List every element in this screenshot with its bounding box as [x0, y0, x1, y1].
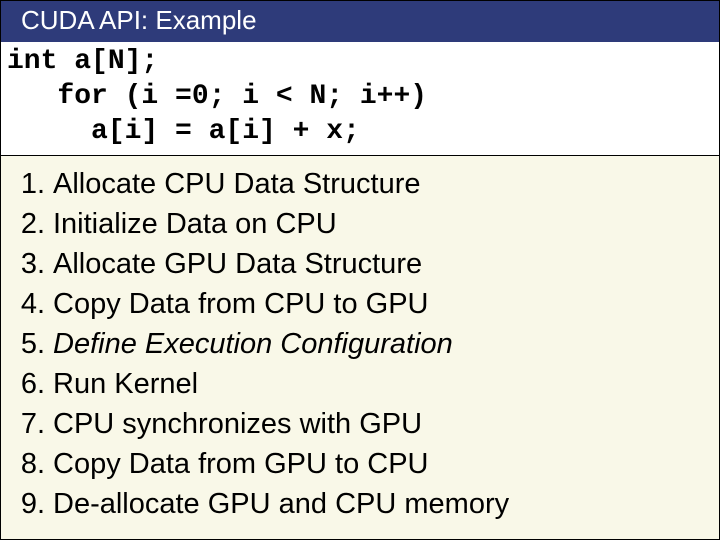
list-item: 4. Copy Data from CPU to GPU: [9, 284, 711, 324]
list-item: 6. Run Kernel: [9, 364, 711, 404]
step-number: 1.: [9, 164, 53, 204]
steps-list: 1. Allocate CPU Data Structure 2. Initia…: [1, 156, 719, 528]
slide-title: CUDA API: Example: [21, 5, 257, 35]
step-text: De-allocate GPU and CPU memory: [53, 484, 711, 524]
list-item: 9. De-allocate GPU and CPU memory: [9, 484, 711, 524]
code-line-3: a[i] = a[i] + x;: [7, 114, 713, 149]
list-item: 7. CPU synchronizes with GPU: [9, 404, 711, 444]
code-line-2: for (i =0; i < N; i++): [7, 79, 713, 114]
step-number: 7.: [9, 404, 53, 444]
step-text: CPU synchronizes with GPU: [53, 404, 711, 444]
code-line-1: int a[N];: [7, 44, 713, 79]
step-text: Allocate CPU Data Structure: [53, 164, 711, 204]
title-bar: CUDA API: Example: [1, 1, 719, 42]
code-block: int a[N]; for (i =0; i < N; i++) a[i] = …: [1, 42, 719, 156]
step-number: 6.: [9, 364, 53, 404]
step-number: 2.: [9, 204, 53, 244]
step-number: 3.: [9, 244, 53, 284]
step-text: Copy Data from GPU to CPU: [53, 444, 711, 484]
step-number: 5.: [9, 324, 53, 364]
list-item: 2. Initialize Data on CPU: [9, 204, 711, 244]
step-text: Copy Data from CPU to GPU: [53, 284, 711, 324]
step-text: Define Execution Configuration: [53, 324, 711, 364]
step-number: 9.: [9, 484, 53, 524]
list-item: 5. Define Execution Configuration: [9, 324, 711, 364]
step-text: Allocate GPU Data Structure: [53, 244, 711, 284]
list-item: 3. Allocate GPU Data Structure: [9, 244, 711, 284]
step-number: 4.: [9, 284, 53, 324]
step-text: Run Kernel: [53, 364, 711, 404]
step-number: 8.: [9, 444, 53, 484]
step-text: Initialize Data on CPU: [53, 204, 711, 244]
list-item: 1. Allocate CPU Data Structure: [9, 164, 711, 204]
list-item: 8. Copy Data from GPU to CPU: [9, 444, 711, 484]
